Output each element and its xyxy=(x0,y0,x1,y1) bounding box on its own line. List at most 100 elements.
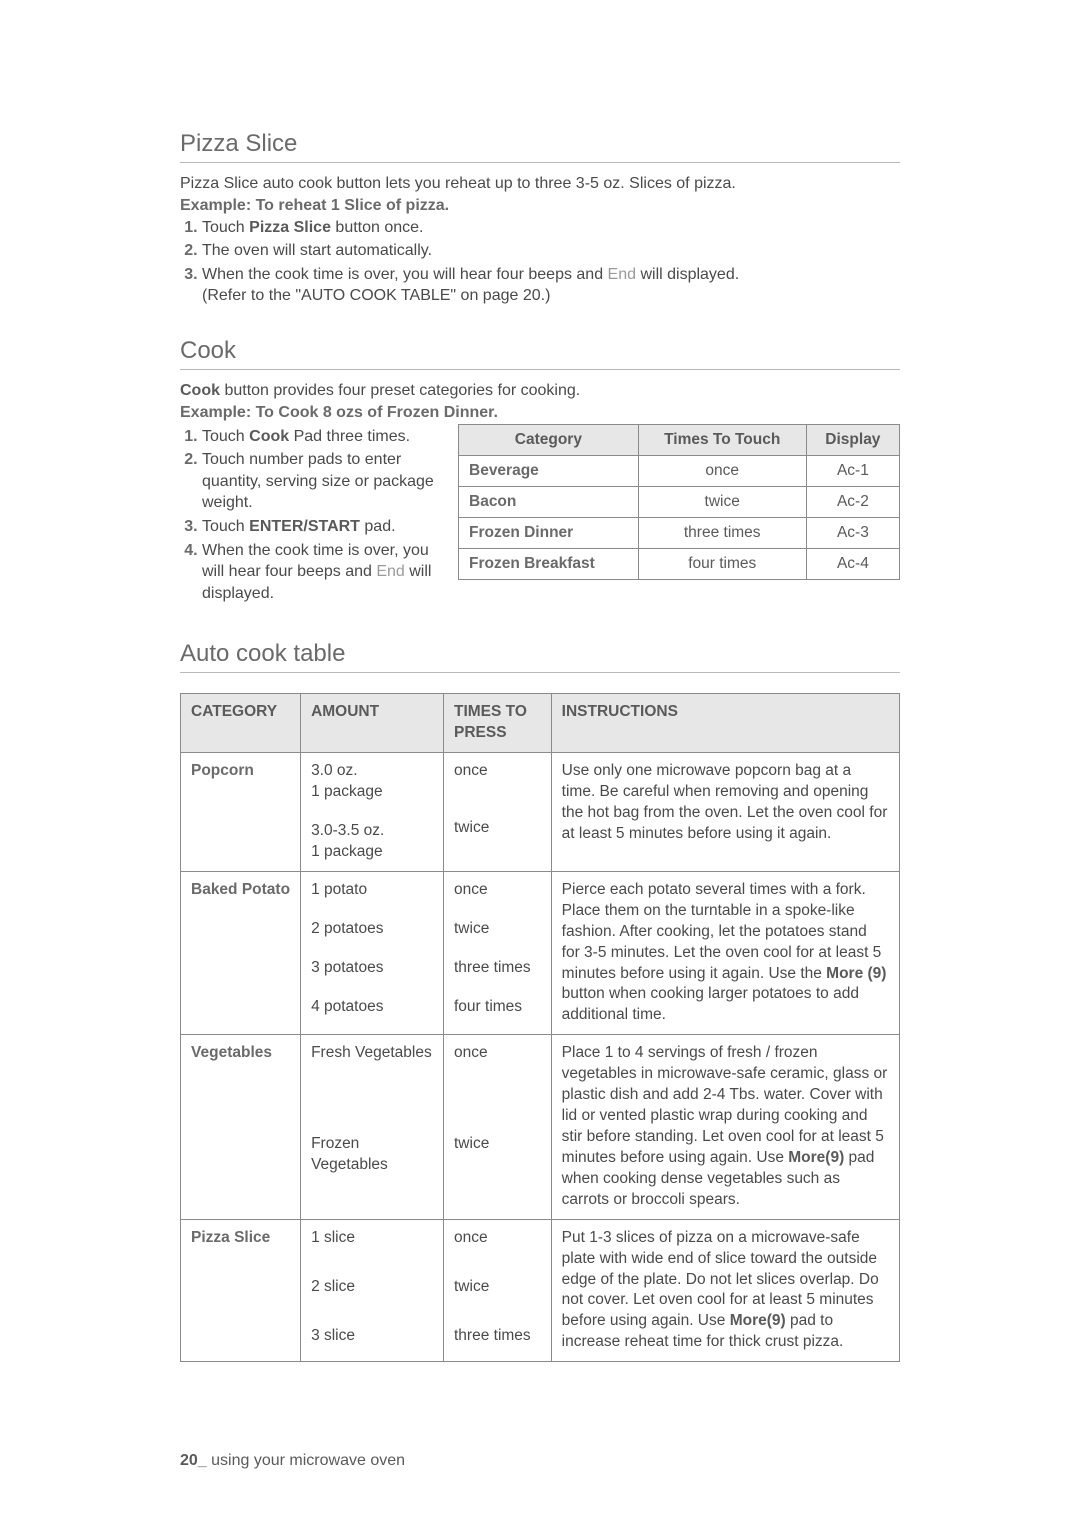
td-display: Ac-2 xyxy=(806,486,899,517)
table-row: Bacon twice Ac-2 xyxy=(459,486,900,517)
step-text: Pad three times. xyxy=(289,428,410,445)
table-row: Vegetables Fresh Vegetables Frozen Veget… xyxy=(181,1035,900,1219)
press-line: twice xyxy=(454,1134,541,1155)
instr-text: button when cooking larger potatoes to a… xyxy=(562,985,859,1023)
pizza-slice-steps: Touch Pizza Slice button once. The oven … xyxy=(180,217,900,307)
td-instructions: Put 1-3 slices of pizza on a microwave-s… xyxy=(551,1219,899,1362)
cook-example: Example: To Cook 8 ozs of Frozen Dinner. xyxy=(180,404,900,422)
amount-line: 4 potatoes xyxy=(311,997,433,1018)
td-amount: 1 potato 2 potatoes 3 potatoes 4 potatoe… xyxy=(301,871,444,1034)
td-press: once twice xyxy=(444,753,552,872)
page-footer: 20_ using your microwave oven xyxy=(180,1452,900,1470)
step: Touch number pads to enter quantity, ser… xyxy=(202,449,440,514)
step: When the cook time is over, you will hea… xyxy=(202,264,900,307)
td-category: Pizza Slice xyxy=(181,1219,301,1362)
step-text: pad. xyxy=(360,518,396,535)
table-row: Baked Potato 1 potato 2 potatoes 3 potat… xyxy=(181,871,900,1034)
th-category: CATEGORY xyxy=(181,694,301,753)
step-text: Touch xyxy=(202,428,249,445)
section-title-pizza-slice: Pizza Slice xyxy=(180,130,900,163)
td-press: once twice three times xyxy=(444,1219,552,1362)
step-text: Touch xyxy=(202,518,249,535)
td-display: Ac-3 xyxy=(806,517,899,548)
step-bold: Pizza Slice xyxy=(249,219,331,236)
step: Touch Cook Pad three times. xyxy=(202,426,440,448)
td-instructions: Use only one microwave popcorn bag at a … xyxy=(551,753,899,872)
cook-intro-bold: Cook xyxy=(180,382,220,399)
cook-category-table: Category Times To Touch Display Beverage… xyxy=(458,424,900,580)
td-amount: 1 slice 2 slice 3 slice xyxy=(301,1219,444,1362)
table-row: Beverage once Ac-1 xyxy=(459,455,900,486)
amount-line: 2 potatoes xyxy=(311,919,433,940)
table-row: Popcorn 3.0 oz. 1 package 3.0-3.5 oz. 1 … xyxy=(181,753,900,872)
amount-line: 3 slice xyxy=(311,1326,433,1347)
td-amount: Fresh Vegetables Frozen Vegetables xyxy=(301,1035,444,1219)
th-amount: AMOUNT xyxy=(301,694,444,753)
instr-bold: More(9) xyxy=(788,1149,844,1166)
section-title-cook: Cook xyxy=(180,337,900,370)
cook-intro: Cook button provides four preset categor… xyxy=(180,380,900,402)
td-category: Baked Potato xyxy=(181,871,301,1034)
th-display: Display xyxy=(806,424,899,455)
step-text: button once. xyxy=(331,219,424,236)
press-line: once xyxy=(454,880,541,901)
td-times: once xyxy=(638,455,806,486)
page-number: 20_ xyxy=(180,1452,207,1469)
th-press: TIMES TO PRESS xyxy=(444,694,552,753)
table-header-row: Category Times To Touch Display xyxy=(459,424,900,455)
th-instructions: INSTRUCTIONS xyxy=(551,694,899,753)
instr-bold: More(9) xyxy=(730,1312,786,1329)
th-times: Times To Touch xyxy=(638,424,806,455)
step-bold: ENTER/START xyxy=(249,518,360,535)
press-line: once xyxy=(454,1043,541,1064)
td-instructions: Pierce each potato several times with a … xyxy=(551,871,899,1034)
amount-line: 2 slice xyxy=(311,1277,433,1298)
instr-text: Place 1 to 4 servings of fresh / frozen … xyxy=(562,1044,888,1166)
amount-line: 3.0 oz. 1 package xyxy=(311,761,433,803)
pizza-slice-intro: Pizza Slice auto cook button lets you re… xyxy=(180,173,900,195)
td-category: Bacon xyxy=(459,486,639,517)
step: The oven will start automatically. xyxy=(202,240,900,262)
cook-two-column: Touch Cook Pad three times. Touch number… xyxy=(180,424,900,607)
step: Touch ENTER/START pad. xyxy=(202,516,440,538)
amount-line: Fresh Vegetables xyxy=(311,1043,433,1064)
step-note: (Refer to the "AUTO COOK TABLE" on page … xyxy=(202,287,550,304)
td-press: once twice three times four times xyxy=(444,871,552,1034)
press-line: three times xyxy=(454,958,541,979)
auto-cook-table: CATEGORY AMOUNT TIMES TO PRESS INSTRUCTI… xyxy=(180,693,900,1362)
step-text: When the cook time is over, you will hea… xyxy=(202,266,608,283)
amount-line: 3 potatoes xyxy=(311,958,433,979)
td-amount: 3.0 oz. 1 package 3.0-3.5 oz. 1 package xyxy=(301,753,444,872)
td-press: once twice xyxy=(444,1035,552,1219)
page: Pizza Slice Pizza Slice auto cook button… xyxy=(0,0,1080,1530)
instr-bold: More (9) xyxy=(826,965,886,982)
td-instructions: Place 1 to 4 servings of fresh / frozen … xyxy=(551,1035,899,1219)
td-category: Popcorn xyxy=(181,753,301,872)
cook-intro-text: button provides four preset categories f… xyxy=(220,382,580,399)
amount-line: Frozen Vegetables xyxy=(311,1134,433,1176)
step: Touch Pizza Slice button once. xyxy=(202,217,900,239)
table-row: Pizza Slice 1 slice 2 slice 3 slice once… xyxy=(181,1219,900,1362)
press-line: three times xyxy=(454,1326,541,1347)
table-row: Frozen Dinner three times Ac-3 xyxy=(459,517,900,548)
td-category: Frozen Breakfast xyxy=(459,548,639,579)
table-header-row: CATEGORY AMOUNT TIMES TO PRESS INSTRUCTI… xyxy=(181,694,900,753)
td-category: Vegetables xyxy=(181,1035,301,1219)
section-title-auto-cook: Auto cook table xyxy=(180,640,900,673)
step-text: will displayed. xyxy=(636,266,739,283)
pizza-slice-example: Example: To reheat 1 Slice of pizza. xyxy=(180,197,900,215)
press-line: once xyxy=(454,761,541,782)
step-light: End xyxy=(608,266,636,283)
step: When the cook time is over, you will hea… xyxy=(202,540,440,605)
press-line: once xyxy=(454,1228,541,1249)
step-light: End xyxy=(376,563,404,580)
amount-line: 1 potato xyxy=(311,880,433,901)
th-category: Category xyxy=(459,424,639,455)
amount-line: 1 slice xyxy=(311,1228,433,1249)
td-display: Ac-1 xyxy=(806,455,899,486)
press-line: four times xyxy=(454,997,541,1018)
cook-steps: Touch Cook Pad three times. Touch number… xyxy=(180,426,440,605)
press-line: twice xyxy=(454,1277,541,1298)
cook-table-column: Category Times To Touch Display Beverage… xyxy=(458,424,900,580)
press-line: twice xyxy=(454,818,541,839)
